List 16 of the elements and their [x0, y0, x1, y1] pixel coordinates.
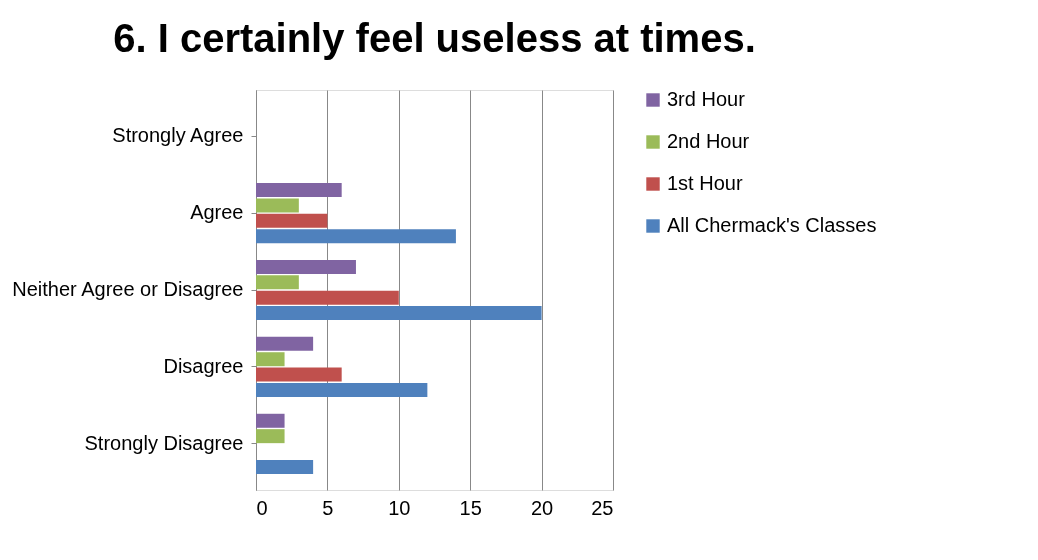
legend-label: 1st Hour: [667, 172, 743, 194]
x-tick-label: 20: [530, 496, 554, 519]
y-tick-label: Disagree: [163, 354, 244, 377]
chart-title: 6. I certainly feel useless at times.: [113, 16, 756, 60]
y-tick-label: Agree: [190, 201, 244, 224]
x-tick-label: 0: [256, 496, 268, 519]
x-tick-label: 15: [459, 496, 482, 519]
legend-label: 2nd Hour: [667, 130, 750, 152]
legend-label: All Chermack's Classes: [667, 214, 877, 236]
y-tick-label: Neither Agree or Disagree: [12, 278, 244, 300]
legend-label: 3rd Hour: [667, 88, 746, 110]
y-tick-label: Strongly Disagree: [84, 431, 244, 454]
x-tick-label: 25: [591, 496, 614, 519]
y-tick-label: Strongly Agree: [112, 124, 244, 147]
x-tick-label: 10: [388, 496, 411, 519]
x-tick-label: 5: [322, 496, 334, 519]
